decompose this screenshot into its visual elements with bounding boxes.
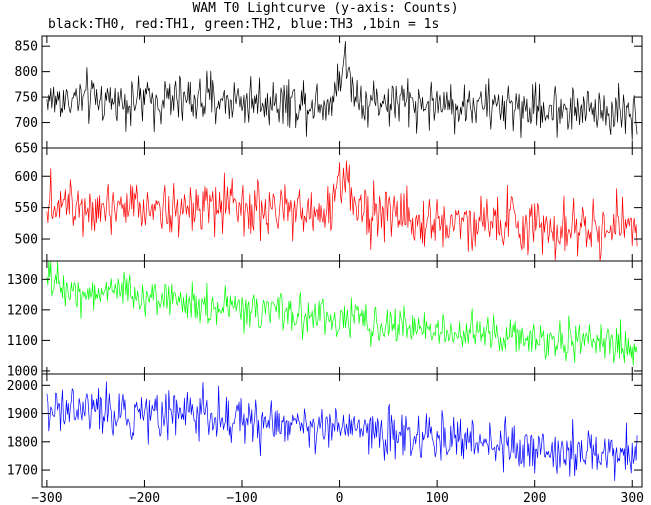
y-tick-label: 1800: [7, 435, 38, 450]
panel-frame-th2: [41, 260, 643, 375]
y-tick-label: 800: [15, 65, 38, 80]
x-tick-label: −100: [226, 491, 257, 505]
x-tick-label: −300: [31, 491, 62, 505]
x-tick-label: 100: [425, 491, 448, 505]
series-line-th0: [46, 41, 638, 141]
y-tick-label: 1300: [7, 273, 38, 288]
y-tick-label: 500: [15, 233, 38, 248]
y-tick-label: 750: [15, 91, 38, 106]
x-tick-label: 0: [336, 491, 344, 505]
y-tick-label: 700: [15, 116, 38, 131]
y-tick-label: 550: [15, 201, 38, 216]
y-tick-label: 1100: [7, 334, 38, 349]
y-tick-label: 600: [15, 170, 38, 185]
panel-frame-th0: [41, 35, 643, 149]
panel-frame-th3: [41, 373, 643, 488]
y-tick-label: 1900: [7, 407, 38, 422]
y-tick-label: 650: [15, 142, 38, 157]
x-tick-label: 300: [621, 491, 644, 505]
x-tick-label: −200: [129, 491, 160, 505]
y-tick-label: 1200: [7, 303, 38, 318]
y-tick-label: 1000: [7, 364, 38, 379]
series-line-th3: [46, 381, 638, 481]
x-tick-label: 200: [523, 491, 546, 505]
y-tick-label: 1700: [7, 464, 38, 479]
series-line-th2: [46, 260, 638, 366]
series-line-th1: [46, 160, 638, 262]
y-tick-label: 2000: [7, 379, 38, 394]
chart-title: WAM T0 Lightcurve (y-axis: Counts): [192, 1, 459, 16]
y-tick-label: 850: [15, 40, 38, 55]
chart-subtitle: black:TH0, red:TH1, green:TH2, blue:TH3 …: [48, 17, 440, 32]
